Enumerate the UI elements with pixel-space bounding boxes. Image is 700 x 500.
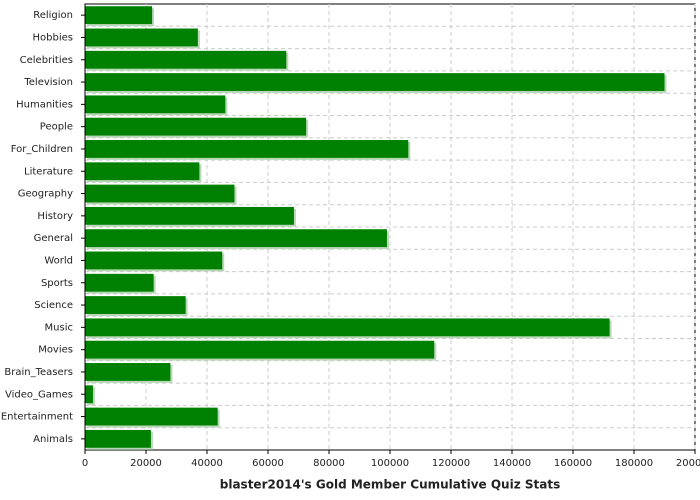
y-tick-label: Entertainment <box>1 412 73 423</box>
x-tick-label: 60000 <box>252 458 284 469</box>
y-tick-label: General <box>34 233 73 244</box>
y-tick-label: Humanities <box>16 99 73 110</box>
bar <box>85 407 218 426</box>
y-tick-label: Religion <box>33 10 73 21</box>
x-tick-label: 200000 <box>676 458 700 469</box>
x-tick-label: 180000 <box>615 458 653 469</box>
y-tick-label: Television <box>23 77 73 88</box>
chart-title: blaster2014's Gold Member Cumulative Qui… <box>220 478 560 492</box>
bar <box>85 50 287 69</box>
bar <box>85 318 610 337</box>
x-tick-label: 20000 <box>130 458 162 469</box>
y-tick-label: For_Children <box>11 144 73 155</box>
bar <box>85 73 665 91</box>
y-tick-label: Hobbies <box>33 32 73 43</box>
bar <box>85 140 409 158</box>
y-tick-label: Celebrities <box>20 55 73 66</box>
y-tick-label: History <box>37 211 73 222</box>
x-tick-label: 0 <box>82 458 88 469</box>
x-tick-label: 40000 <box>191 458 223 469</box>
y-tick-label: Science <box>34 300 73 311</box>
y-tick-label: Sports <box>41 278 73 289</box>
bar <box>85 184 235 203</box>
bar <box>85 229 387 248</box>
y-tick-label: Animals <box>33 434 73 445</box>
bar <box>85 363 171 381</box>
bar <box>85 28 198 47</box>
y-tick-label: People <box>40 122 73 133</box>
bar <box>85 6 153 25</box>
bar <box>85 251 223 270</box>
y-tick-label: Literature <box>24 166 73 177</box>
bar <box>85 340 435 359</box>
bar <box>85 296 186 314</box>
y-tick-label: Geography <box>18 189 73 200</box>
y-tick-label: Movies <box>38 345 73 356</box>
bar <box>85 273 154 292</box>
bar <box>85 206 294 225</box>
x-tick-label: 80000 <box>313 458 345 469</box>
bar <box>85 95 226 114</box>
y-tick-label: Music <box>45 322 73 333</box>
y-tick-label: Video_Games <box>5 389 73 400</box>
x-tick-label: 140000 <box>493 458 531 469</box>
bar <box>85 429 151 448</box>
x-tick-label: 120000 <box>432 458 470 469</box>
bar <box>85 385 93 404</box>
bar <box>85 117 307 136</box>
x-tick-label: 100000 <box>371 458 409 469</box>
y-tick-label: Brain_Teasers <box>4 367 73 378</box>
x-tick-label: 160000 <box>554 458 592 469</box>
bar <box>85 162 200 181</box>
y-tick-label: World <box>44 255 73 266</box>
